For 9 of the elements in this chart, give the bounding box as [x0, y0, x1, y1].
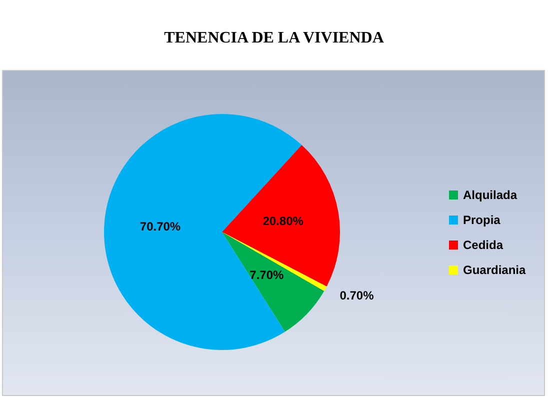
data-label: 0.70%: [340, 288, 374, 302]
chart-title: TENENCIA DE LA VIVIENDA: [164, 30, 384, 46]
legend-label: Propia: [463, 213, 501, 227]
data-label: 20.80%: [262, 214, 304, 228]
data-label: 7.70%: [250, 268, 284, 282]
legend-label: Cedida: [463, 238, 504, 252]
legend-label: Alquilada: [463, 188, 518, 202]
legend-label: Guardiania: [463, 263, 526, 277]
data-label: 70.70%: [140, 219, 181, 234]
